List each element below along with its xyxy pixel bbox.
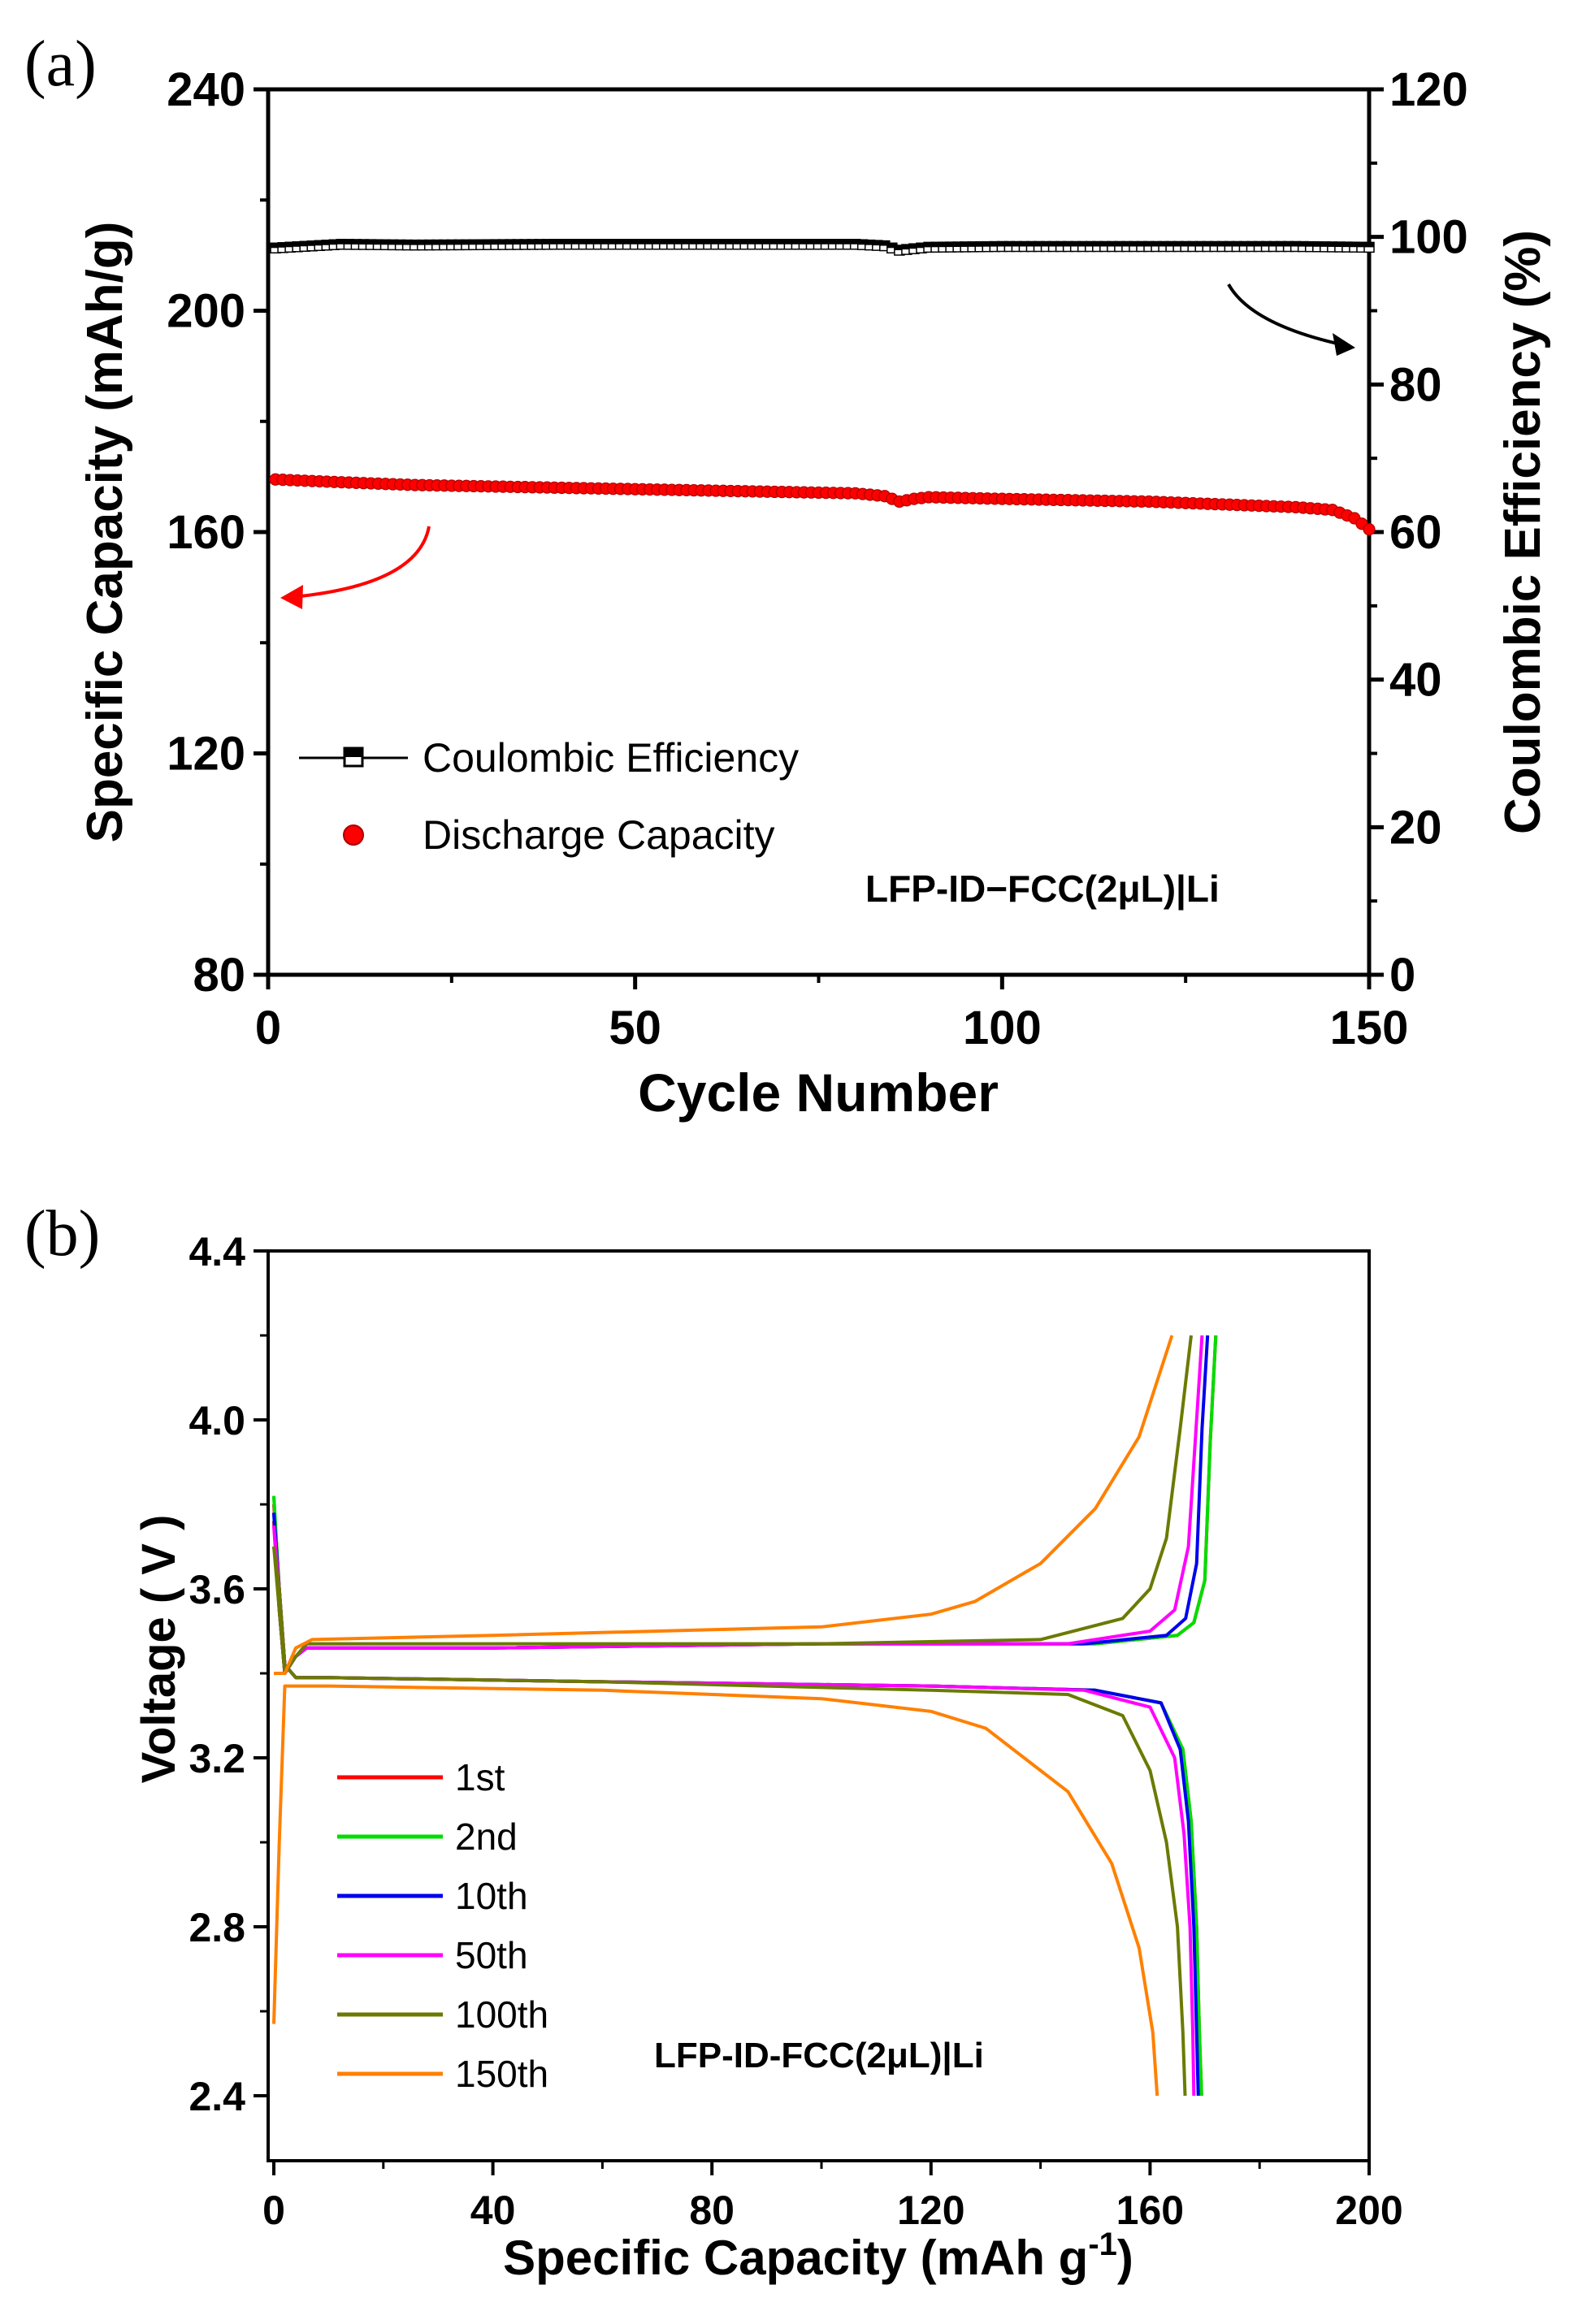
b-ytick-label-2: 3.2 bbox=[189, 1736, 245, 1781]
curve-discharge-150th bbox=[272, 1684, 1159, 2097]
curve-charge-150th bbox=[274, 1335, 1174, 1675]
chart-b-axes: 0 40 80 120 160 200 2.4 2.8 3.2 3.6 4.0 4.4 bbox=[189, 1229, 1402, 2233]
ce-point bbox=[1363, 241, 1375, 253]
chart-b-xlabel-main: Specific Capacity (mAh g bbox=[503, 2231, 1088, 2285]
legend-label-150th: 150th bbox=[455, 2053, 548, 2095]
a-ytick-label-4: 240 bbox=[167, 63, 245, 116]
b-ytick-label-5: 4.4 bbox=[189, 1229, 245, 1275]
b-ytick-label-4: 4.0 bbox=[189, 1398, 245, 1443]
chart-b-xlabel: Specific Capacity (mAh g-1) bbox=[503, 2227, 1133, 2285]
b-xtick-label-0: 0 bbox=[262, 2188, 285, 2233]
a-y2tick-label-6: 120 bbox=[1389, 63, 1468, 116]
curve-discharge-2nd bbox=[272, 1495, 1203, 2097]
curve-charge-1st bbox=[272, 1335, 1218, 1675]
legend-label-2nd: 2nd bbox=[455, 1815, 518, 1858]
chart-a: 0 50 100 150 80 120 160 200 240 0 20 40 60 80 100 120 C… bbox=[77, 63, 1551, 1123]
a-ytick-label-0: 80 bbox=[193, 949, 245, 1002]
b-xtick-label-2: 80 bbox=[689, 2188, 735, 2233]
legend-label-100th: 100th bbox=[455, 1993, 548, 2036]
a-xtick-label-2: 100 bbox=[963, 1002, 1042, 1054]
chart-b-legend: 1st 2nd 10th 50th 100th 150th bbox=[337, 1756, 548, 2095]
panel-a-label: (a) bbox=[24, 28, 97, 100]
arrow-to-right-axis bbox=[1227, 283, 1346, 347]
a-ytick-label-1: 120 bbox=[167, 728, 245, 781]
chart-a-ylabel: Specific Capacity (mAh/g) bbox=[77, 222, 133, 843]
curve-charge-2nd bbox=[272, 1335, 1218, 1675]
curve-discharge-10th bbox=[272, 1513, 1200, 2097]
chart-b-data bbox=[272, 1335, 1218, 2097]
b-xtick-label-5: 200 bbox=[1335, 2188, 1402, 2233]
chart-b-frame bbox=[267, 1249, 1371, 2162]
a-y2tick-label-1: 20 bbox=[1389, 801, 1442, 854]
chart-b-xlabel-sup: -1 bbox=[1088, 2227, 1117, 2262]
legend-ce-marker-fill bbox=[345, 748, 362, 757]
b-xtick-label-4: 160 bbox=[1116, 2188, 1184, 2233]
chart-a-annotation: LFP-ID−FCC(2μL)|Li bbox=[865, 868, 1220, 910]
curve-charge-100th bbox=[272, 1335, 1193, 1675]
a-ytick-label-2: 160 bbox=[167, 506, 245, 559]
chart-b-ylabel: Voltage ( V ) bbox=[132, 1515, 185, 1784]
chart-a-data bbox=[269, 239, 1376, 536]
a-y2tick-label-2: 40 bbox=[1389, 654, 1442, 707]
arrowhead-right bbox=[1333, 333, 1355, 356]
a-y2tick-label-4: 80 bbox=[1389, 358, 1442, 411]
legend-label-50th: 50th bbox=[455, 1934, 528, 1976]
b-ytick-label-1: 2.8 bbox=[189, 1905, 245, 1950]
chart-b-annotation: LFP-ID-FCC(2μL)|Li bbox=[654, 2036, 984, 2076]
curve-charge-10th bbox=[272, 1335, 1210, 1675]
dc-point bbox=[1363, 522, 1376, 536]
chart-a-y2label: Coulombic Efficiency (%) bbox=[1495, 230, 1551, 834]
legend-label-1st: 1st bbox=[455, 1756, 505, 1798]
curve-charge-50th bbox=[272, 1335, 1204, 1675]
legend-ce-label: Coulombic Efficiency bbox=[423, 735, 799, 781]
panel-b-label: (b) bbox=[24, 1198, 100, 1270]
chart-a-xlabel: Cycle Number bbox=[638, 1062, 999, 1123]
chart-b-xlabel-suffix: ) bbox=[1117, 2231, 1133, 2285]
b-ytick-label-0: 2.4 bbox=[189, 2074, 245, 2119]
b-xtick-label-1: 40 bbox=[470, 2188, 516, 2233]
chart-a-axes: 0 50 100 150 80 120 160 200 240 0 20 40 60 80 100 120 bbox=[167, 63, 1468, 1054]
a-ytick-label-3: 200 bbox=[167, 285, 245, 338]
arrow-to-left-axis bbox=[292, 526, 431, 599]
a-xtick-label-3: 150 bbox=[1330, 1002, 1409, 1054]
legend-dc-label: Discharge Capacity bbox=[423, 812, 775, 858]
legend-label-10th: 10th bbox=[455, 1875, 528, 1917]
b-ytick-label-3: 3.6 bbox=[189, 1567, 245, 1612]
a-y2tick-label-3: 60 bbox=[1389, 506, 1442, 559]
arrowhead-left bbox=[280, 585, 303, 609]
a-xtick-label-0: 0 bbox=[255, 1002, 281, 1054]
a-y2tick-label-5: 100 bbox=[1389, 211, 1468, 264]
b-xtick-label-3: 120 bbox=[897, 2188, 964, 2233]
a-xtick-label-1: 50 bbox=[609, 1002, 661, 1054]
legend-dc-marker bbox=[343, 824, 364, 846]
chart-a-legend: Coulombic Efficiency Discharge Capacity bbox=[299, 735, 799, 858]
curve-discharge-1st bbox=[272, 1504, 1203, 2097]
curve-discharge-50th bbox=[272, 1525, 1196, 2097]
a-y2tick-label-0: 0 bbox=[1389, 949, 1415, 1002]
